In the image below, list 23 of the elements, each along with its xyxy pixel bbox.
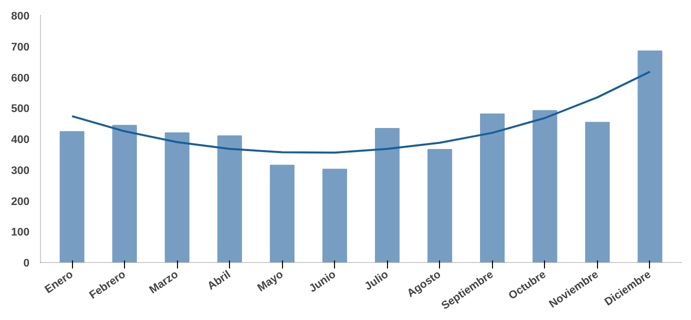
bar	[322, 168, 348, 262]
y-tick-label: 300	[11, 164, 30, 177]
bar	[638, 50, 662, 262]
y-tick-label: 600	[11, 72, 30, 84]
bar	[112, 124, 137, 262]
x-tick-label: Julio	[362, 268, 391, 293]
y-tick-label: 700	[11, 41, 30, 54]
y-tick-label: 500	[11, 103, 30, 116]
bar	[480, 113, 505, 262]
bar	[427, 148, 452, 262]
y-tick-label: 100	[11, 226, 30, 239]
bar	[270, 164, 295, 262]
bar	[217, 135, 242, 262]
bar	[164, 132, 190, 262]
line-series	[71, 70, 651, 154]
bar	[585, 122, 610, 262]
y-tick-label: 0	[23, 258, 30, 270]
bar	[532, 110, 558, 262]
bar	[60, 131, 84, 262]
y-tick-label: 400	[11, 134, 30, 146]
bar	[374, 128, 400, 262]
y-tick-label: 800	[11, 10, 30, 22]
y-tick-label: 200	[11, 196, 30, 208]
